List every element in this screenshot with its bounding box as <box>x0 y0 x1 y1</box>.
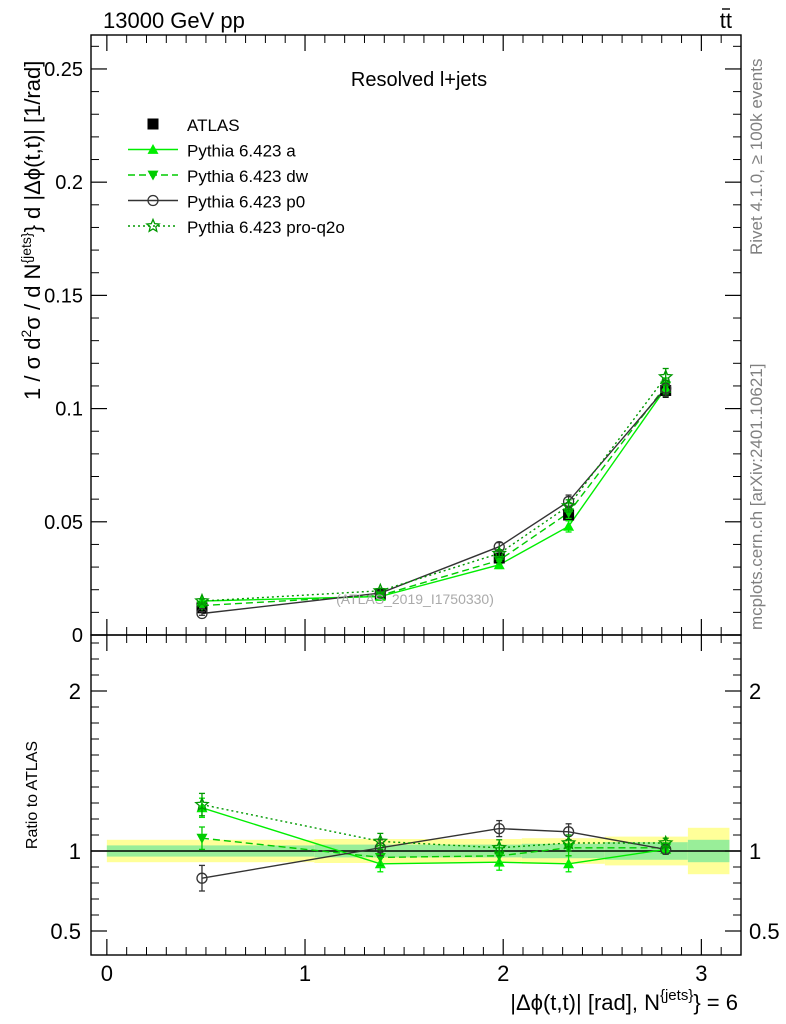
x-tick-label: 0 <box>101 961 113 986</box>
ratio-point <box>657 834 674 850</box>
legend-label-atlas: ATLAS <box>187 116 240 135</box>
x-tick-label: 1 <box>299 961 311 986</box>
y-tick-label: 0.25 <box>44 59 83 81</box>
series-point <box>657 368 674 384</box>
chart-title: Resolved l+jets <box>351 69 487 91</box>
legend-marker-atlas <box>147 118 159 130</box>
x-tick-label: 3 <box>695 961 707 986</box>
y-tick-label: 0.2 <box>55 172 83 194</box>
ratio-point <box>194 796 210 812</box>
x-axis-label: |Δϕ(t,t)| [rad], N{jets}} = 6 <box>510 987 738 1015</box>
series-point <box>372 582 389 598</box>
ratio-point <box>563 858 575 869</box>
ratio-tick-label-right: 2 <box>749 679 761 704</box>
series-point <box>563 520 575 531</box>
energy-label: 13000 GeV pp <box>103 8 245 33</box>
process-label: tt <box>720 8 732 33</box>
series-line <box>201 387 667 602</box>
x-tick-label: 2 <box>497 961 509 986</box>
ratio-panel: 0.5 0.5 1 1 2 2 0 1 2 3 <box>50 634 780 986</box>
y-tick-label: 0 <box>72 625 83 647</box>
ratio-frame <box>90 634 742 956</box>
series-point <box>194 592 210 608</box>
ratio-point <box>560 834 577 850</box>
ratio-point <box>372 833 389 849</box>
legend-label: Pythia 6.423 p0 <box>187 193 305 212</box>
series-point <box>196 607 208 620</box>
ratio-tick-label-right: 0.5 <box>749 919 780 944</box>
ratio-tick-label: 0.5 <box>50 919 81 944</box>
y-tick-label: 0.1 <box>55 399 83 421</box>
ratio-point <box>491 839 508 855</box>
ratio-point <box>493 822 505 835</box>
site-label: mcplots.cern.ch [arXiv:2401.10621] <box>747 364 766 630</box>
series-point <box>560 497 577 513</box>
y-axis-label: 1 / σ d2σ / d N{jets}} d |Δϕ(t,t)| [1/ra… <box>18 61 45 400</box>
y-tick-label: 0.05 <box>44 512 83 534</box>
legend-marker <box>147 170 159 181</box>
legend-marker <box>145 217 161 233</box>
ratio-tick-label-right: 1 <box>749 839 761 864</box>
ratio-point <box>196 872 208 884</box>
legend-label: Pythia 6.423 dw <box>187 167 309 186</box>
rivet-label: Rivet 4.1.0, ≥ 100k events <box>747 59 766 255</box>
ratio-tick-label: 2 <box>69 679 81 704</box>
analysis-label: (ATLAS_2019_I1750330) <box>336 591 494 607</box>
y-tick-label: 0.15 <box>44 285 83 307</box>
ratio-point <box>196 833 208 844</box>
ratio-axis-label: Ratio to ATLAS <box>24 741 41 849</box>
legend-label: Pythia 6.423 a <box>187 142 296 161</box>
series-line <box>201 376 667 602</box>
legend-label: Pythia 6.423 pro-q2o <box>187 218 345 237</box>
legend: ATLAS Pythia 6.423 a Pythia 6.423 dw Pythia… <box>128 116 345 237</box>
legend-marker <box>147 144 159 154</box>
legend-marker <box>147 194 159 207</box>
series-point <box>491 545 508 561</box>
ratio-tick-label: 1 <box>69 839 81 864</box>
